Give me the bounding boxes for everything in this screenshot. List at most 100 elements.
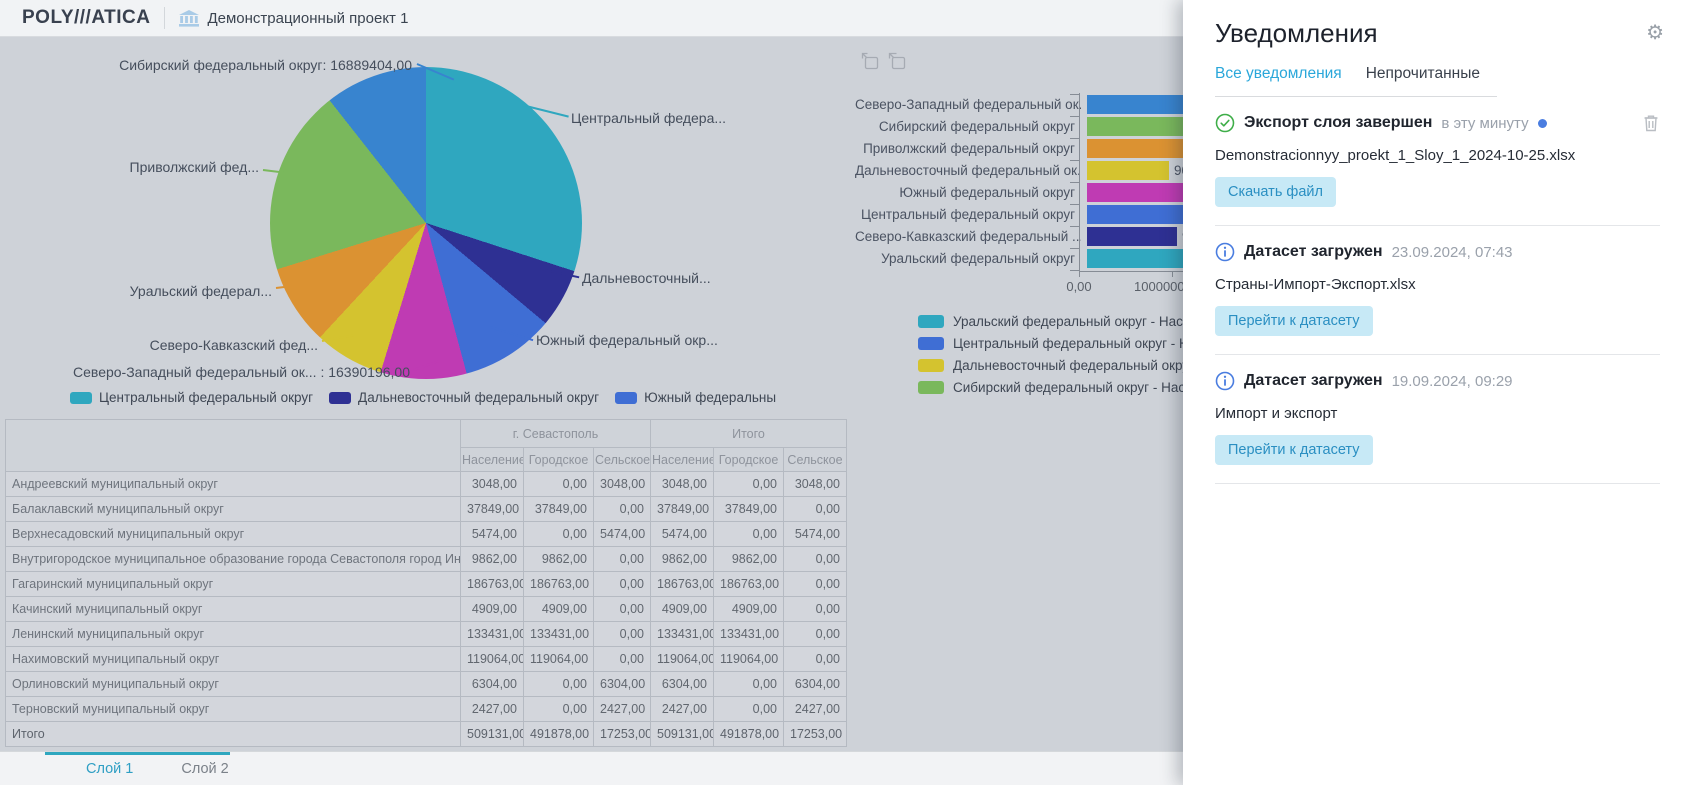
table-row[interactable]: Итого 509131,00 491878,00 17253,00 509131,00… bbox=[5, 721, 847, 747]
value-cell: 5474,00 bbox=[783, 521, 847, 547]
table-row[interactable]: Андреевский муниципальный округ 3048,00 0,… bbox=[5, 471, 847, 497]
value-cell: 3048,00 bbox=[460, 471, 524, 497]
bar-category-label: Южный федеральный округ bbox=[899, 185, 1075, 200]
legend-item[interactable]: Центральный федеральный округ - Населени… bbox=[918, 336, 1275, 351]
table-row[interactable]: Балаклавский муниципальный округ 37849,00… bbox=[5, 496, 847, 522]
value-cell: 9862,00 bbox=[713, 546, 784, 572]
value-cell: 37849,00 bbox=[650, 496, 714, 522]
legend-item[interactable]: Центральный федеральный округ bbox=[70, 390, 313, 405]
value-cell: 133431,00 bbox=[523, 621, 594, 647]
row-name-cell: Нахимовский муниципальный округ bbox=[5, 646, 461, 672]
legend-swatch bbox=[918, 315, 944, 328]
value-cell: 9862,00 bbox=[460, 546, 524, 572]
legend-label: Уральский федеральный округ - Население bbox=[953, 314, 1228, 329]
value-cell: 6304,00 bbox=[650, 671, 714, 697]
value-cell: 0,00 bbox=[713, 671, 784, 697]
notification-action-button[interactable]: Перейти к датасету bbox=[1215, 435, 1373, 465]
value-cell: 4909,00 bbox=[460, 596, 524, 622]
value-cell: 6304,00 bbox=[593, 671, 651, 697]
gear-icon[interactable]: ⚙ bbox=[1646, 22, 1664, 44]
active-tab-indicator bbox=[45, 752, 230, 755]
table-row[interactable]: Нахимовский муниципальный округ 119064,00… bbox=[5, 646, 847, 672]
table-body: Андреевский муниципальный округ 3048,00 0,… bbox=[5, 471, 847, 747]
value-cell: 133431,00 bbox=[650, 621, 714, 647]
legend-swatch bbox=[918, 381, 944, 394]
row-name-cell: Андреевский муниципальный округ bbox=[5, 471, 461, 497]
table-row[interactable]: Терновский муниципальный округ 2427,00 0,0… bbox=[5, 696, 847, 722]
value-cell: 0,00 bbox=[593, 646, 651, 672]
legend-item[interactable]: Уральский федеральный округ - Население bbox=[918, 314, 1275, 329]
legend-item[interactable]: Сибирский федеральный округ - Население bbox=[918, 380, 1275, 395]
value-cell: 491878,00 bbox=[523, 721, 594, 747]
value-cell: 17253,00 bbox=[783, 721, 847, 747]
legend-swatch bbox=[615, 391, 638, 404]
legend-swatch bbox=[329, 391, 352, 404]
pie-slice-label: Северо-Кавказский фед... bbox=[149, 337, 318, 353]
value-cell: 3048,00 bbox=[593, 471, 651, 497]
notification-time: 23.09.2024, 07:43 bbox=[1391, 243, 1513, 261]
column-header: Население bbox=[460, 447, 524, 472]
column-header: Городское bbox=[713, 447, 784, 472]
tab-layer-2[interactable]: Слой 2 bbox=[181, 760, 229, 777]
tab-unread[interactable]: Непрочитанные bbox=[1365, 65, 1480, 82]
legend-label: Центральный федеральный округ - Населени… bbox=[953, 336, 1248, 351]
value-cell: 186763,00 bbox=[650, 571, 714, 597]
legend-item[interactable]: Южный федеральны bbox=[615, 390, 776, 405]
bar[interactable] bbox=[1087, 249, 1199, 268]
value-cell: 4909,00 bbox=[713, 596, 784, 622]
notification-title: Датасет загружен bbox=[1244, 372, 1383, 389]
success-circle-icon bbox=[1215, 113, 1235, 133]
pie-chart[interactable] bbox=[270, 67, 582, 379]
column-header: Население bbox=[650, 447, 714, 472]
value-cell: 0,00 bbox=[713, 521, 784, 547]
value-cell: 119064,00 bbox=[650, 646, 714, 672]
bar[interactable] bbox=[1087, 227, 1177, 246]
bar-category-label: Северо-Кавказский федеральный ... bbox=[855, 229, 1081, 244]
table-row[interactable]: Качинский муниципальный округ 4909,00 4909… bbox=[5, 596, 847, 622]
x-tick bbox=[1172, 272, 1173, 277]
notification-header: Датасет загружен 19.09.2024, 09:29 bbox=[1215, 371, 1660, 391]
table-group-header-row: г. Севастополь Итого bbox=[5, 419, 847, 472]
value-cell: 0,00 bbox=[593, 571, 651, 597]
value-cell: 0,00 bbox=[783, 546, 847, 572]
value-cell: 37849,00 bbox=[713, 496, 784, 522]
notification-action-button[interactable]: Скачать файл bbox=[1215, 177, 1336, 207]
row-name-cell: Гагаринский муниципальный округ bbox=[5, 571, 461, 597]
bar-category-label: Центральный федеральный округ bbox=[860, 207, 1075, 222]
value-cell: 509131,00 bbox=[460, 721, 524, 747]
value-cell: 2427,00 bbox=[783, 696, 847, 722]
pie-slice-label: Северо-Западный федеральный ок... : 1639… bbox=[73, 364, 410, 380]
value-cell: 37849,00 bbox=[523, 496, 594, 522]
bar[interactable] bbox=[1087, 161, 1169, 180]
value-cell: 0,00 bbox=[593, 596, 651, 622]
area-deselect-icon[interactable] bbox=[888, 52, 907, 76]
value-cell: 0,00 bbox=[523, 471, 594, 497]
project-title: Демонстрационный проект 1 bbox=[207, 9, 409, 27]
table-row[interactable]: Орлиновский муниципальный округ 6304,00 0,… bbox=[5, 671, 847, 697]
pie-slice-label: Приволжский фед... bbox=[129, 159, 259, 175]
column-group-header: г. Севастополь bbox=[460, 419, 651, 448]
value-cell: 509131,00 bbox=[650, 721, 714, 747]
area-select-icon[interactable] bbox=[861, 52, 880, 76]
notification-header: Экспорт слоя завершен в эту минуту bbox=[1215, 113, 1660, 133]
table-row[interactable]: Ленинский муниципальный округ 133431,00 13… bbox=[5, 621, 847, 647]
table-row[interactable]: Верхнесадовский муниципальный округ 5474,… bbox=[5, 521, 847, 547]
notification-action-button[interactable]: Перейти к датасету bbox=[1215, 306, 1373, 336]
notification-header: Датасет загружен 23.09.2024, 07:43 bbox=[1215, 242, 1660, 262]
trash-icon[interactable] bbox=[1642, 113, 1660, 138]
table-row[interactable]: Внутригородское муниципальное образовани… bbox=[5, 546, 847, 572]
notification-item: Датасет загружен 23.09.2024, 07:43 Страны-… bbox=[1215, 226, 1660, 355]
tab-layer-1[interactable]: Слой 1 bbox=[86, 760, 134, 777]
value-cell: 5474,00 bbox=[460, 521, 524, 547]
bank-icon bbox=[179, 9, 200, 27]
legend-swatch bbox=[918, 337, 944, 350]
legend-item[interactable]: Дальневосточный федеральный округ bbox=[329, 390, 599, 405]
pie-slice-label: Сибирский федеральный округ: 16889404,00 bbox=[119, 57, 412, 73]
table-row[interactable]: Гагаринский муниципальный округ 186763,00… bbox=[5, 571, 847, 597]
value-cell: 0,00 bbox=[713, 471, 784, 497]
notification-file: Страны-Импорт-Экспорт.xlsx bbox=[1215, 276, 1416, 293]
tab-all-notifications[interactable]: Все уведомления bbox=[1215, 65, 1342, 82]
pie-slice-label: Дальневосточный... bbox=[582, 270, 711, 286]
y-tick bbox=[1070, 94, 1079, 95]
column-header: Сельское bbox=[593, 447, 651, 472]
